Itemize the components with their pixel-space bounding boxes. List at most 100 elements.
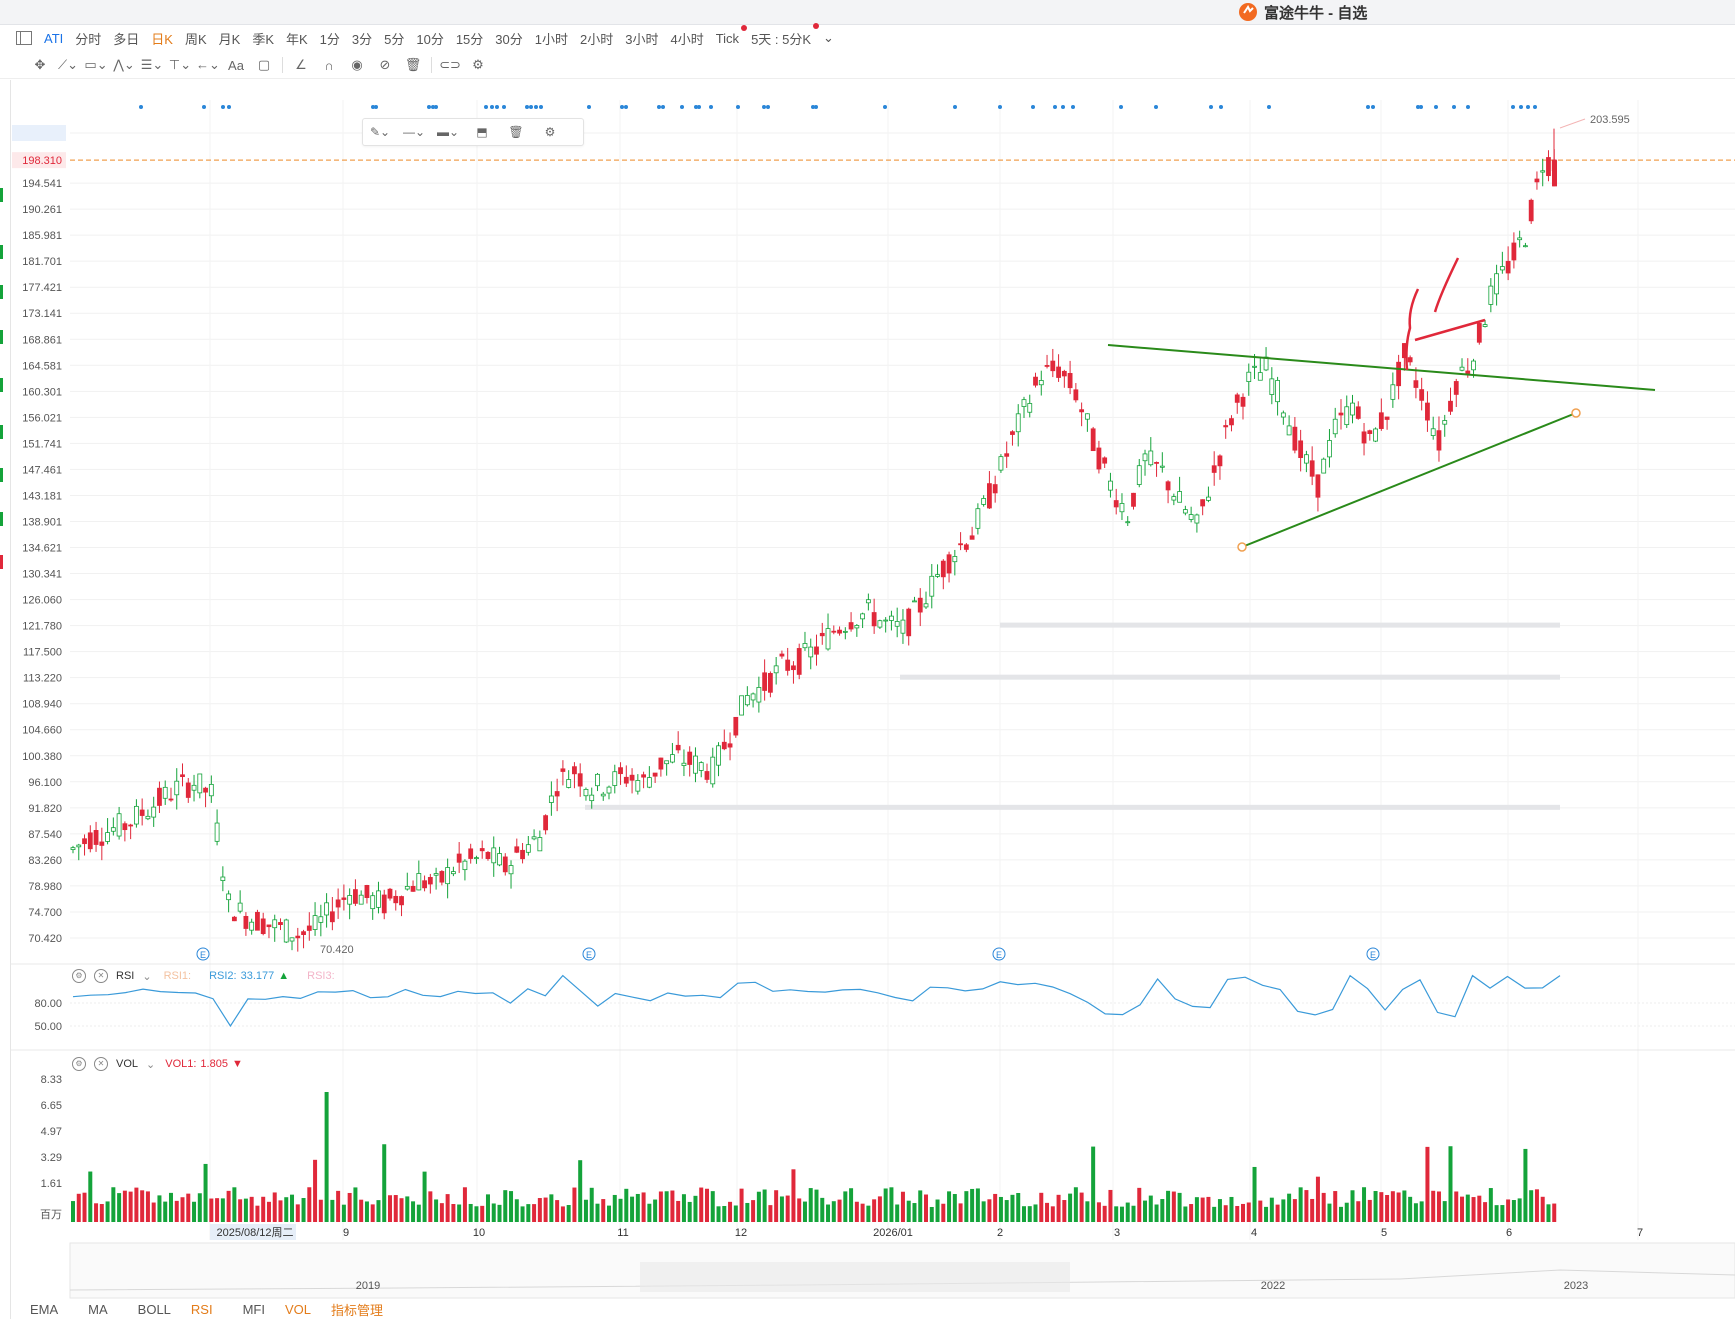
volume-bar [1073, 1187, 1078, 1222]
period-2h[interactable]: 2小时 [580, 31, 614, 47]
settings-icon[interactable]: ⚙ [472, 57, 484, 72]
chart-area[interactable]: 202.772194.541190.261185.981181.701177.4… [0, 80, 1735, 1319]
candle-body [1090, 428, 1096, 452]
candle-body [906, 608, 912, 637]
tab-ma[interactable]: MA [88, 1302, 108, 1317]
rsi-tick-label: 80.00 [34, 998, 62, 1010]
comment-icon[interactable]: ▢ [257, 57, 271, 72]
volume-bar [1546, 1204, 1551, 1222]
eye-icon[interactable]: ◉ [351, 57, 363, 72]
text-icon[interactable]: Aa [228, 57, 244, 73]
trash-icon[interactable]: 🗑 [508, 125, 524, 139]
angle-icon[interactable]: ∠ [295, 57, 307, 72]
candle-body [76, 844, 82, 848]
line-style-icon[interactable]: —⌄ [402, 125, 426, 139]
candle-body [744, 695, 750, 706]
volume-bar [1183, 1206, 1188, 1222]
volume-bar [1488, 1188, 1493, 1222]
price-tick-label: 121.780 [22, 621, 62, 633]
settings-icon[interactable]: ⚙ [544, 125, 556, 139]
gear-icon[interactable]: ⚙ [72, 1057, 86, 1071]
pen-color-icon[interactable]: ✎⌄ [369, 125, 391, 139]
pattern-icon[interactable]: ⋀⌄ [113, 57, 135, 72]
tab-boll[interactable]: BOLL [137, 1302, 171, 1317]
tab-indicator-manage[interactable]: 指标管理 [331, 1303, 384, 1318]
period-daily[interactable]: 日K [151, 31, 173, 47]
tab-mfi[interactable]: MFI [242, 1302, 265, 1317]
price-tick-label: 194.541 [22, 178, 62, 190]
period-10min[interactable]: 10分 [416, 31, 444, 47]
event-dot [661, 105, 665, 109]
period-3h[interactable]: 3小时 [625, 31, 659, 47]
event-dot [620, 105, 624, 109]
chevron-down-icon[interactable]: ⌄ [142, 970, 152, 983]
close-icon[interactable]: ✕ [94, 969, 108, 983]
symbol-label[interactable]: ATI [44, 30, 64, 46]
period-yearly[interactable]: 年K [285, 31, 308, 47]
chevron-down-icon[interactable]: ⌄ [146, 1058, 156, 1071]
candle-body [877, 620, 883, 628]
magnet-icon[interactable]: ∩ [324, 57, 334, 73]
hide-icon[interactable]: ⊘ [379, 57, 391, 72]
candle-body [635, 780, 641, 792]
chevron-down-icon[interactable]: ⌄ [823, 30, 834, 45]
volume-bar [583, 1199, 588, 1222]
close-icon[interactable]: ✕ [94, 1057, 108, 1071]
period-1h[interactable]: 1小时 [534, 31, 568, 47]
period-4h[interactable]: 4小时 [670, 31, 704, 47]
candle-body [353, 889, 358, 904]
arrow-icon[interactable]: ←⌄ [196, 57, 220, 72]
volume-bar [1338, 1206, 1343, 1222]
period-multiday[interactable]: 多日 [113, 31, 140, 47]
panel-toggle-icon[interactable] [16, 31, 32, 45]
chart-canvas[interactable]: 202.772194.541190.261185.981181.701177.4… [0, 80, 1735, 1300]
trendline-icon[interactable]: ⟋⌄ [58, 57, 78, 72]
tab-rsi[interactable]: RSI [190, 1302, 213, 1317]
candle-body [1229, 418, 1234, 426]
price-tick-label: 70.420 [28, 933, 62, 945]
volume-bar [1223, 1205, 1228, 1222]
volume-bar [1131, 1205, 1136, 1222]
link-icon[interactable]: ⊂⊃ [439, 57, 461, 72]
last-price-badge [12, 152, 66, 169]
candle-body [560, 768, 566, 772]
candle-body [854, 625, 860, 629]
period-15min[interactable]: 15分 [455, 31, 484, 47]
tab-ema[interactable]: EMA [30, 1302, 59, 1317]
measure-icon[interactable]: ⊤⌄ [168, 57, 192, 72]
event-dot [539, 105, 543, 109]
volume-bar [434, 1199, 439, 1222]
volume-bar [266, 1201, 271, 1222]
tab-vol[interactable]: VOL [284, 1302, 311, 1317]
period-3min[interactable]: 3分 [351, 31, 373, 47]
period-1min[interactable]: 1分 [319, 31, 340, 47]
period-tick[interactable]: Tick [710, 24, 748, 46]
rectangle-icon[interactable]: ▭⌄ [84, 57, 108, 72]
period-intraday[interactable]: 分时 [75, 31, 102, 47]
candle-body [139, 809, 145, 816]
move-cross-icon[interactable]: ✥ [34, 57, 46, 72]
gear-icon[interactable]: ⚙ [72, 969, 86, 983]
x-axis-label: 5 [1381, 1227, 1387, 1239]
volume-bar [370, 1204, 375, 1222]
period-monthly[interactable]: 月K [218, 31, 241, 47]
period-5min[interactable]: 5分 [384, 31, 405, 47]
price-tick-label: 134.621 [22, 543, 62, 555]
candle-body [825, 628, 831, 650]
volume-bar [428, 1191, 433, 1222]
period-quarterly[interactable]: 季K [252, 31, 274, 47]
volume-bar [278, 1200, 283, 1222]
volume-bar [739, 1188, 744, 1222]
candle-body [168, 798, 174, 801]
line-width-icon[interactable]: ▬⌄ [436, 125, 460, 139]
candle-body [1453, 381, 1459, 395]
fib-icon[interactable]: ☰⌄ [140, 57, 164, 72]
period-5day-5min[interactable]: 5天 : 5分K [745, 22, 819, 48]
volume-bar [601, 1199, 606, 1222]
period-30min[interactable]: 30分 [495, 31, 523, 47]
volume-bar [140, 1190, 145, 1222]
lock-icon[interactable]: ⬒ [476, 125, 488, 139]
trash-icon[interactable]: 🗑 [404, 57, 422, 72]
toolbar-divider [282, 57, 283, 73]
period-weekly[interactable]: 周K [184, 31, 207, 47]
